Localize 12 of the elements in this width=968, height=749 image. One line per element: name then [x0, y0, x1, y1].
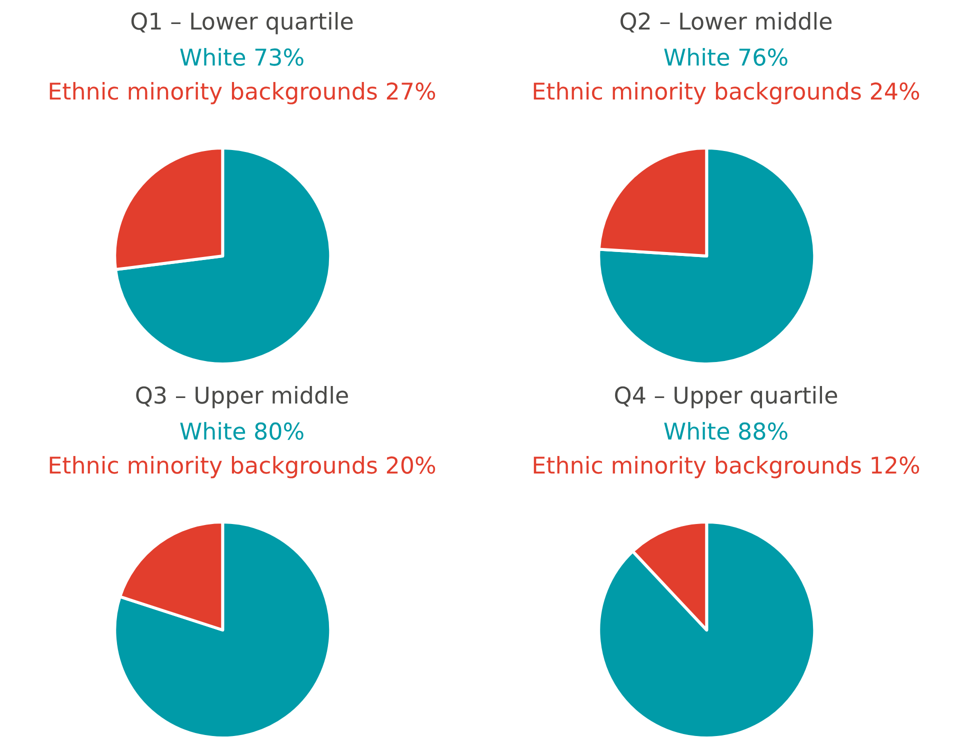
chart-title: Q3 – Upper middle — [134, 384, 350, 410]
slice-label: Ethnic minority backgrounds 27% — [48, 80, 436, 106]
slice-label: White 76% — [663, 46, 789, 72]
slice-label: White 88% — [663, 420, 789, 446]
chart-title: Q2 – Lower middle — [619, 10, 833, 36]
slice-label: Ethnic minority backgrounds 12% — [532, 454, 920, 480]
slice-label: Ethnic minority backgrounds 20% — [48, 454, 436, 480]
slice-label: White 73% — [179, 46, 305, 72]
slice-label: Ethnic minority backgrounds 24% — [532, 80, 920, 106]
slice-label: White 80% — [179, 420, 305, 446]
chart-title: Q4 – Upper quartile — [614, 384, 838, 410]
chart-title: Q1 – Lower quartile — [130, 10, 354, 36]
